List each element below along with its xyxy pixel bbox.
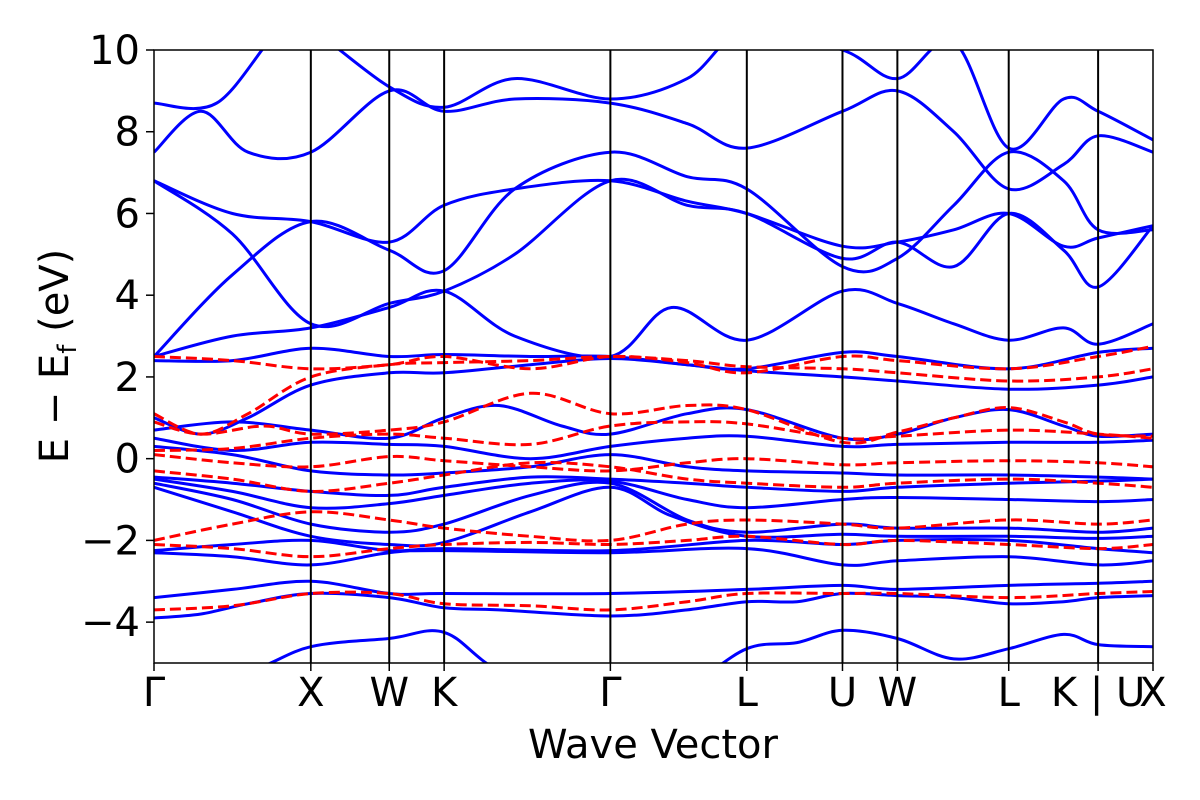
- band-line-solid-14: [154, 288, 1153, 359]
- band-line-solid-18: [154, 88, 1153, 192]
- band-line-solid-11: [154, 403, 1153, 442]
- x-tick-label: W: [369, 670, 409, 716]
- x-tick-label: Γ: [143, 670, 166, 716]
- band-line-dashed-2: [154, 510, 1153, 543]
- x-tick-label: L: [736, 670, 759, 716]
- band-line-solid-9: [154, 444, 1153, 481]
- x-tick-label: U: [828, 670, 857, 716]
- y-axis-ticks: −4 −2 0 2 4 6 8 10: [81, 28, 154, 646]
- y-tick-label: 10: [89, 28, 140, 74]
- y-axis-label-subscript: f: [53, 344, 83, 354]
- x-tick-label: X: [1139, 670, 1166, 716]
- x-tick-label: K: [431, 670, 459, 716]
- band-line-dashed-1: [154, 534, 1153, 559]
- x-tick-label: X: [297, 670, 324, 716]
- y-tick-label: 6: [115, 191, 140, 237]
- band-line-solid-12: [154, 357, 1153, 436]
- y-tick-label: 8: [115, 110, 140, 156]
- y-tick-label: 0: [115, 437, 140, 483]
- y-axis-label: E − Ef (eV): [32, 249, 83, 464]
- x-tick-label: K | U: [1051, 670, 1145, 716]
- y-axis-label-unit: (eV): [32, 249, 78, 345]
- x-tick-label: W: [878, 670, 918, 716]
- high-symmetry-lines: [309, 50, 1100, 663]
- band-line-solid-6: [154, 480, 1153, 534]
- y-axis-label-main: E − E: [32, 354, 78, 464]
- band-line-solid-0: [266, 628, 1153, 663]
- band-line-dashed-5: [154, 420, 1153, 452]
- band-line-solid-16: [154, 178, 1153, 250]
- x-tick-label: L: [998, 670, 1021, 716]
- x-tick-label: Γ: [599, 670, 622, 716]
- band-line-solid-7: [154, 477, 1153, 510]
- band-line-solid-15: [154, 177, 1153, 329]
- band-line-dashed-8: [154, 344, 1153, 375]
- y-tick-label: 2: [115, 355, 140, 401]
- band-line-dashed-3: [154, 460, 1153, 493]
- bands-layer: [154, 50, 1153, 663]
- band-line-solid-17: [154, 150, 1153, 358]
- plot-background: [154, 50, 1153, 663]
- band-line-dashed-6: [154, 391, 1153, 445]
- x-axis-label: Wave Vector: [528, 722, 779, 768]
- y-tick-label: 4: [115, 273, 140, 319]
- band-line-dashed-4: [154, 453, 1153, 473]
- band-line-solid-10: [154, 434, 1153, 461]
- y-tick-label: −4: [81, 600, 140, 646]
- y-tick-label: −2: [81, 518, 140, 564]
- band-line-dashed-0: [154, 590, 1153, 612]
- plot-frame: [153, 49, 1154, 664]
